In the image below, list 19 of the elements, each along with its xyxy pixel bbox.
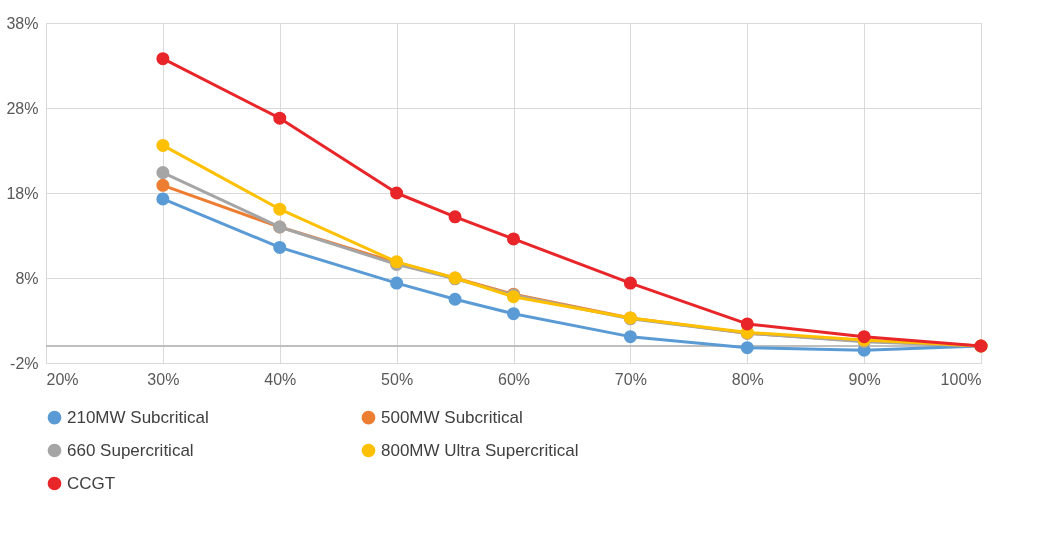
x-tick-label: 90% (848, 370, 881, 388)
x-tick-label: 20% (46, 370, 79, 388)
y-tick-label: 18% (6, 184, 39, 202)
legend-label: 660 Supercritical (67, 440, 194, 460)
x-tick-label: 50% (381, 370, 414, 388)
x-tick-label: 70% (614, 370, 647, 388)
legend-label: CCGT (67, 473, 116, 493)
x-tick-label: 40% (264, 370, 297, 388)
x-tick-label: 30% (147, 370, 180, 388)
y-tick-label: -2% (10, 354, 39, 372)
legend-label: 210MW Subcritical (67, 407, 209, 427)
y-tick-label: 38% (6, 14, 39, 32)
y-tick-label: 8% (15, 269, 39, 287)
legend-label: 800MW Ultra Supercritical (381, 440, 579, 460)
legend-label: 500MW Subcritical (381, 407, 523, 427)
x-tick-label: 60% (497, 370, 531, 388)
y-tick-label: 28% (6, 99, 39, 117)
x-tick-label: 80% (731, 370, 764, 388)
x-tick-label: 100% (940, 370, 982, 388)
